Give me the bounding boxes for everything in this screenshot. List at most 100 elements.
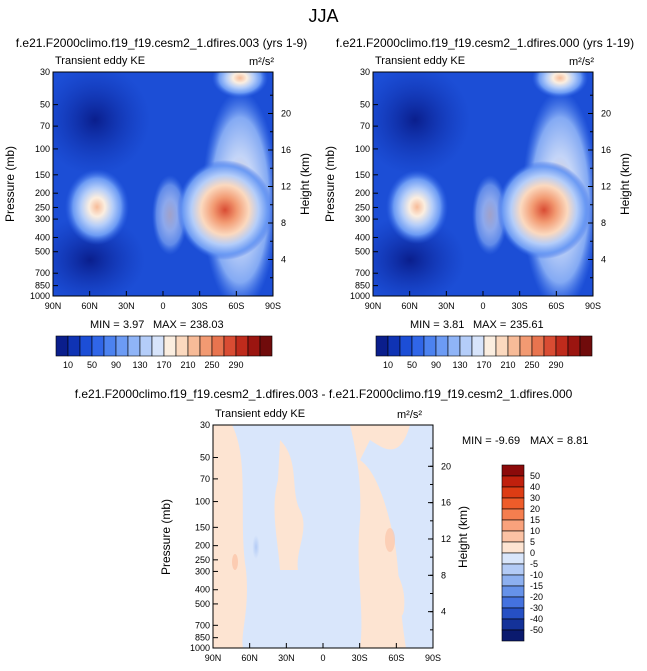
x-tick-label: 90S [265, 301, 281, 311]
colorbar-swatch [579, 335, 593, 357]
z-tick-label: 16 [281, 145, 291, 155]
panel3-ylabel: Pressure (mb) [160, 499, 173, 575]
z-tick-label: 12 [441, 534, 451, 544]
p-tick-label: 700 [195, 620, 210, 630]
colorbar-swatch [501, 563, 525, 576]
panel1-title: f.e21.F2000climo.f19_f19.cesm2_1.dfires.… [15, 36, 308, 50]
colorbar-swatch [139, 335, 153, 357]
panel3-min-label: MIN = [462, 435, 492, 447]
x-tick-label: 60N [401, 301, 418, 311]
panel3-ylabel2: Height (km) [456, 506, 470, 568]
colorbar-label: -5 [530, 559, 538, 569]
colorbar-swatch [411, 335, 425, 357]
panel1-zticks: 4 8 12 16 20 [268, 94, 291, 279]
panel1-min-label: MIN = [90, 319, 120, 331]
colorbar-swatch [501, 541, 525, 554]
panel3-units: m²/s² [397, 409, 422, 421]
z-tick-label: 12 [601, 181, 611, 191]
colorbar-label: -50 [530, 625, 543, 635]
p-tick-label: 500 [195, 599, 210, 609]
p-tick-label: 200 [195, 541, 210, 551]
panel3-title: f.e21.F2000climo.f19_f19.cesm2_1.dfires.… [74, 387, 573, 401]
colorbar-label: 130 [452, 360, 467, 370]
p-tick-label: 100 [35, 144, 50, 154]
colorbar-swatch [163, 335, 177, 357]
panel3-min: -9.69 [495, 435, 520, 447]
colorbar-swatch [199, 335, 213, 357]
p-tick-label: 30 [200, 420, 210, 430]
p-tick-label: 850 [35, 281, 50, 291]
p-tick-label: 850 [195, 633, 210, 643]
p-tick-label: 300 [35, 214, 50, 224]
x-tick-label: 0 [160, 301, 165, 311]
colorbar-swatch [501, 508, 525, 521]
colorbar-swatch [519, 335, 533, 357]
colorbar-swatch [223, 335, 237, 357]
panel2-ylabel2: Height (km) [618, 153, 632, 215]
colorbar-swatch [501, 497, 525, 510]
x-tick-label: 30S [352, 653, 368, 663]
colorbar-swatch [127, 335, 141, 357]
p-tick-label: 400 [35, 232, 50, 242]
p-tick-label: 50 [360, 100, 370, 110]
x-tick-label: 0 [480, 301, 485, 311]
colorbar-label: 0 [530, 548, 535, 558]
p-tick-label: 30 [40, 67, 50, 77]
colorbar-label: 290 [228, 360, 243, 370]
x-tick-label: 90N [205, 653, 222, 663]
colorbar-swatch [55, 335, 69, 357]
p-tick-label: 700 [355, 268, 370, 278]
z-tick-label: 8 [281, 218, 286, 228]
panel1-units: m²/s² [249, 56, 274, 68]
colorbar-swatch [399, 335, 413, 357]
colorbar-label: 40 [530, 482, 540, 492]
colorbar-swatch [423, 335, 437, 357]
p-tick-label: 250 [355, 202, 370, 212]
colorbar-label: 170 [476, 360, 491, 370]
panel3-left-label: Transient eddy KE [215, 408, 305, 420]
p-tick-label: 1000 [350, 291, 370, 301]
colorbar-label: 290 [548, 360, 563, 370]
x-tick-label: 60N [81, 301, 98, 311]
colorbar-swatch [187, 335, 201, 357]
colorbar-label: 90 [431, 360, 441, 370]
colorbar-label: 170 [156, 360, 171, 370]
p-tick-label: 100 [195, 497, 210, 507]
panel1-max: 238.03 [190, 319, 224, 331]
colorbar-label: 250 [204, 360, 219, 370]
panel1-colorbar: 10 50 90 130 170 210 250 290 [55, 335, 273, 370]
p-tick-label: 850 [355, 281, 370, 291]
panel1-ylabel2: Height (km) [298, 153, 312, 215]
colorbar-label: 210 [180, 360, 195, 370]
p-tick-label: 150 [35, 170, 50, 180]
p-tick-label: 70 [200, 474, 210, 484]
p-tick-label: 150 [195, 522, 210, 532]
colorbar-label: 90 [111, 360, 121, 370]
colorbar-label: 250 [524, 360, 539, 370]
colorbar-label: 10 [383, 360, 393, 370]
z-tick-label: 8 [601, 218, 606, 228]
colorbar-label: -15 [530, 581, 543, 591]
x-tick-label: 90S [585, 301, 601, 311]
panel1-ylabel: Pressure (mb) [3, 146, 17, 222]
colorbar-label: 10 [530, 526, 540, 536]
p-tick-label: 1000 [30, 291, 50, 301]
colorbar-swatch [501, 618, 525, 631]
colorbar-swatch [91, 335, 105, 357]
x-tick-label: 90S [425, 653, 441, 663]
p-tick-label: 400 [355, 232, 370, 242]
panel1-max-label: MAX = [153, 319, 186, 331]
p-tick-label: 400 [195, 585, 210, 595]
p-tick-label: 300 [355, 214, 370, 224]
p-tick-label: 1000 [190, 643, 210, 653]
colorbar-swatch [555, 335, 569, 357]
colorbar-label: -20 [530, 592, 543, 602]
panel3-chart: Transient eddy KE m²/s² 90N 60N 30N 0 30S 60S… [160, 408, 588, 663]
x-tick-label: 30N [278, 653, 295, 663]
colorbar-label: 50 [87, 360, 97, 370]
x-tick-label: 60S [548, 301, 564, 311]
z-tick-label: 12 [281, 181, 291, 191]
z-tick-label: 4 [441, 607, 446, 617]
z-tick-label: 4 [601, 254, 606, 264]
